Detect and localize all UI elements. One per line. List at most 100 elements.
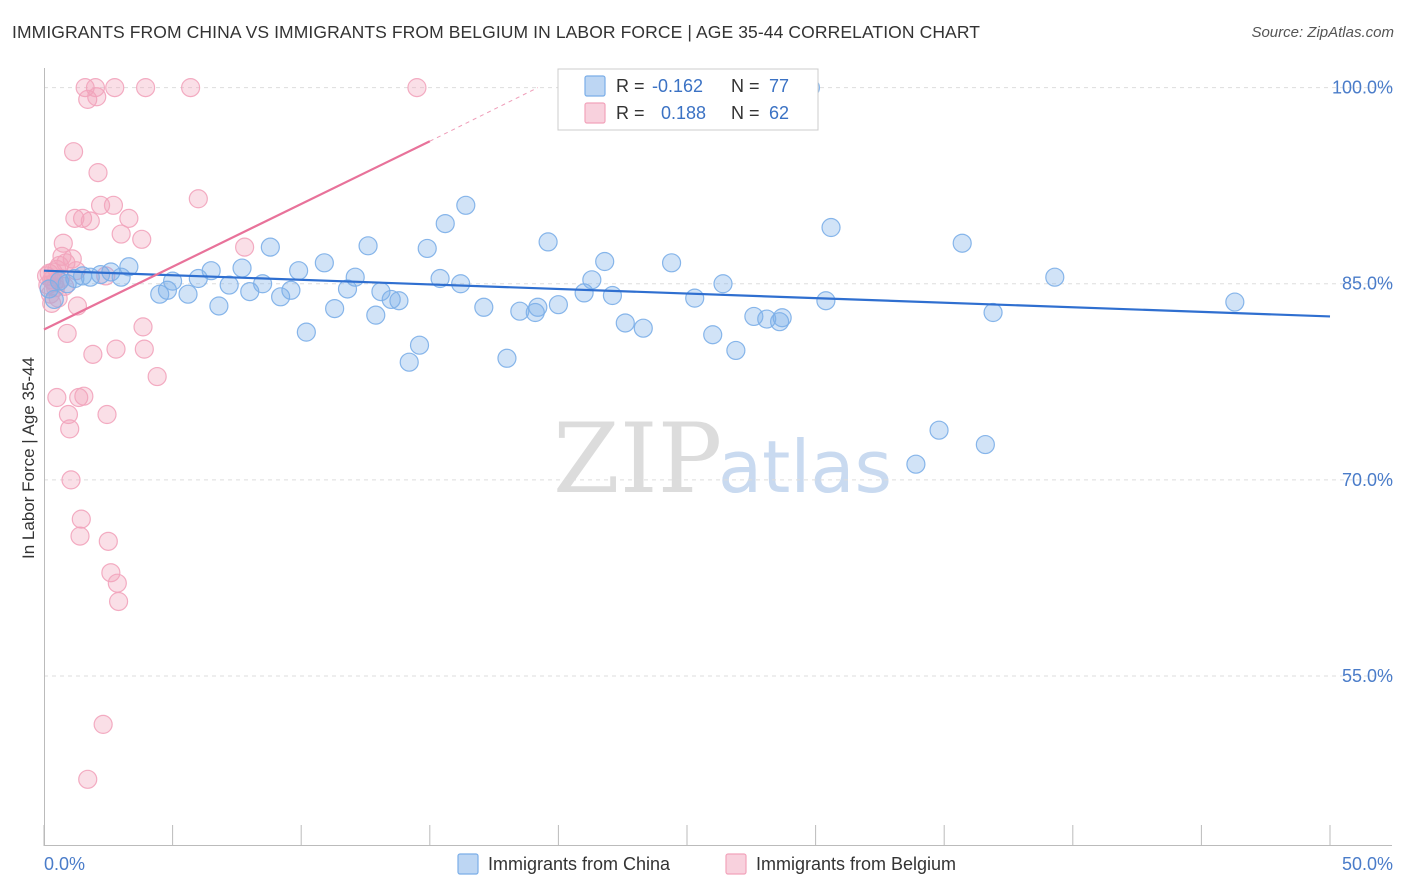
china-point — [595, 251, 615, 272]
belgium-point — [61, 470, 81, 490]
china-point — [201, 261, 221, 281]
china-point — [929, 420, 949, 440]
belgium-point — [132, 229, 152, 249]
china-point — [381, 289, 401, 310]
china-point — [163, 271, 183, 291]
china-point — [633, 318, 653, 338]
trend-lines — [43, 87, 1331, 331]
y-tick-label: 85.0% — [1342, 274, 1393, 294]
china-point — [157, 280, 178, 300]
belgium-point — [87, 87, 107, 107]
china-point — [474, 297, 494, 317]
belgium-point — [108, 591, 129, 612]
belgium-point — [53, 233, 73, 253]
legend-china-swatch — [457, 853, 479, 875]
watermark-zip: ZIP — [553, 403, 722, 515]
belgium-point — [97, 404, 117, 425]
source-credit: Source: ZipAtlas.com — [1251, 24, 1394, 41]
china-point — [409, 335, 430, 355]
belgium-point — [98, 531, 118, 551]
china-point — [39, 279, 59, 299]
china-point — [906, 454, 926, 474]
bottom-legend: Immigrants from China Immigrants from Be… — [457, 853, 956, 875]
gridlines — [44, 87, 1392, 677]
china-point — [219, 275, 239, 295]
watermark-atlas: atlas — [718, 425, 892, 509]
belgium-point — [63, 142, 84, 162]
belgium-point — [103, 195, 124, 215]
china-point — [281, 280, 301, 300]
china-point — [602, 285, 623, 306]
legend-belgium-swatch — [725, 853, 747, 875]
china-point — [289, 261, 309, 281]
belgium-point — [119, 208, 139, 228]
belgium-point — [47, 387, 67, 408]
china-point — [296, 322, 316, 342]
china-point — [1045, 267, 1065, 287]
china-point — [615, 313, 635, 333]
belgium-r-value: 0.188 — [661, 103, 706, 123]
china-r-label: R = — [616, 76, 645, 96]
watermark: ZIP atlas — [553, 403, 892, 515]
china-point — [525, 302, 545, 323]
belgium-point — [111, 224, 131, 244]
belgium-point — [135, 78, 156, 98]
belgium-point — [72, 208, 93, 228]
axes — [44, 68, 1392, 846]
china-point — [456, 195, 476, 215]
belgium-point — [147, 366, 167, 387]
china-point — [685, 288, 705, 308]
belgium-point — [58, 404, 79, 425]
china-point — [497, 348, 517, 368]
china-point — [366, 305, 386, 325]
x-tick-label: 0.0% — [44, 854, 85, 874]
china-r-value: -0.162 — [652, 76, 703, 96]
belgium-n-value: 62 — [769, 103, 789, 123]
china-stat-swatch — [584, 75, 606, 97]
belgium-point — [71, 509, 91, 529]
y-tick-label: 55.0% — [1342, 666, 1393, 686]
y-axis-label: In Labor Force | Age 35-44 — [19, 357, 38, 559]
china-point — [451, 274, 471, 294]
china-point — [44, 289, 64, 310]
china-point — [65, 268, 85, 289]
china-point — [703, 325, 723, 345]
chart-title: IMMIGRANTS FROM CHINA VS IMMIGRANTS FROM… — [12, 22, 981, 42]
x-ticks — [43, 825, 1331, 846]
china-point — [538, 232, 558, 252]
china-point — [271, 287, 291, 307]
belgium-point — [235, 237, 255, 257]
legend-china-label: Immigrants from China — [488, 854, 671, 874]
belgium-trend-extension — [429, 87, 539, 142]
china-point — [337, 279, 358, 299]
belgium-point — [106, 339, 126, 359]
belgium-point — [60, 419, 80, 439]
legend-belgium-label: Immigrants from Belgium — [756, 854, 956, 874]
china-point — [582, 270, 602, 290]
belgium-point — [134, 339, 154, 359]
china-point — [528, 297, 548, 317]
belgium-point — [54, 276, 75, 296]
china-n-value: 77 — [769, 76, 789, 96]
belgium-trend-line — [43, 140, 431, 331]
china-point — [821, 217, 841, 238]
china-point — [417, 238, 437, 259]
belgium-point — [93, 714, 113, 734]
x-tick-label: 50.0% — [1342, 854, 1393, 874]
belgium-point — [78, 769, 98, 789]
belgium-stat-swatch — [584, 102, 606, 124]
belgium-point — [133, 317, 153, 337]
stats-legend: R = -0.162 N = 77 R = 0.188 N = 62 — [557, 68, 819, 131]
china-point — [772, 308, 792, 328]
china-point — [548, 295, 569, 315]
china-point — [178, 284, 198, 304]
belgium-n-label: N = — [731, 103, 760, 123]
belgium-point — [74, 386, 94, 406]
belgium-point — [83, 344, 103, 364]
y-tick-labels: 55.0% 70.0% 85.0% 100.0% — [1332, 78, 1393, 686]
china-point — [713, 274, 733, 294]
x-tick-labels: 0.0% 50.0% — [44, 854, 1393, 874]
china-point — [816, 291, 836, 311]
china-n-label: N = — [731, 76, 760, 96]
